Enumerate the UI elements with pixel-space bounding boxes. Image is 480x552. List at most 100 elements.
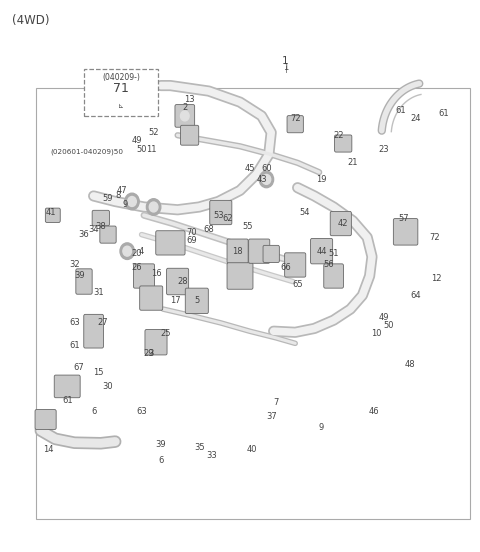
Text: 33: 33 xyxy=(206,451,216,460)
Text: 64: 64 xyxy=(410,291,420,300)
Text: 30: 30 xyxy=(103,382,113,391)
Text: 36: 36 xyxy=(79,230,89,239)
Text: 28: 28 xyxy=(177,277,188,286)
Text: 18: 18 xyxy=(232,247,243,256)
FancyBboxPatch shape xyxy=(84,315,104,348)
Text: 65: 65 xyxy=(292,280,303,289)
FancyBboxPatch shape xyxy=(175,104,195,127)
Text: 20: 20 xyxy=(132,250,142,258)
Text: 7: 7 xyxy=(273,399,279,407)
Text: 9: 9 xyxy=(122,200,127,209)
FancyBboxPatch shape xyxy=(145,330,167,355)
Text: 6: 6 xyxy=(91,407,96,416)
FancyBboxPatch shape xyxy=(76,269,92,294)
Text: 15: 15 xyxy=(93,368,104,377)
Text: 47: 47 xyxy=(117,186,128,195)
Text: 21: 21 xyxy=(348,158,358,167)
Text: 35: 35 xyxy=(194,443,204,452)
Text: 50: 50 xyxy=(384,321,394,330)
Text: 24: 24 xyxy=(410,114,420,123)
Text: 61: 61 xyxy=(439,109,449,118)
Text: 59: 59 xyxy=(103,194,113,203)
Text: 63: 63 xyxy=(136,407,147,416)
Text: 71: 71 xyxy=(113,82,129,95)
Text: 68: 68 xyxy=(204,225,214,233)
Text: 37: 37 xyxy=(266,412,276,421)
Circle shape xyxy=(128,197,136,206)
Text: 44: 44 xyxy=(316,247,327,256)
Text: (040209-): (040209-) xyxy=(102,73,140,82)
Text: 49: 49 xyxy=(379,313,389,322)
FancyBboxPatch shape xyxy=(92,210,109,226)
Text: 1: 1 xyxy=(282,56,289,66)
Text: 45: 45 xyxy=(244,164,255,173)
FancyBboxPatch shape xyxy=(394,219,418,245)
Text: 54: 54 xyxy=(300,208,310,217)
Circle shape xyxy=(146,199,161,215)
FancyBboxPatch shape xyxy=(311,238,333,264)
Circle shape xyxy=(180,111,189,121)
Text: 52: 52 xyxy=(148,128,159,137)
Text: 69: 69 xyxy=(187,236,197,245)
Text: 51: 51 xyxy=(328,250,339,258)
Text: 32: 32 xyxy=(69,261,80,269)
Text: 66: 66 xyxy=(280,263,291,272)
Bar xyxy=(36,88,470,519)
Text: 57: 57 xyxy=(398,214,408,222)
Text: 13: 13 xyxy=(184,95,195,104)
Circle shape xyxy=(178,108,192,124)
Text: 19: 19 xyxy=(316,175,327,184)
FancyBboxPatch shape xyxy=(54,375,80,397)
FancyBboxPatch shape xyxy=(35,410,56,429)
Text: 61: 61 xyxy=(396,106,406,115)
Text: 3: 3 xyxy=(148,349,154,358)
Text: 14: 14 xyxy=(43,445,53,454)
Circle shape xyxy=(149,202,158,212)
FancyBboxPatch shape xyxy=(45,208,60,222)
FancyBboxPatch shape xyxy=(100,226,116,243)
Text: ⊾: ⊾ xyxy=(118,103,124,109)
FancyBboxPatch shape xyxy=(140,286,163,310)
Circle shape xyxy=(120,243,134,259)
FancyBboxPatch shape xyxy=(324,264,344,288)
FancyBboxPatch shape xyxy=(249,239,270,263)
FancyBboxPatch shape xyxy=(156,231,185,255)
FancyBboxPatch shape xyxy=(167,268,189,295)
FancyBboxPatch shape xyxy=(227,239,248,263)
FancyBboxPatch shape xyxy=(84,69,158,116)
Text: (020601-040209)50: (020601-040209)50 xyxy=(50,148,123,155)
Circle shape xyxy=(123,246,132,256)
FancyBboxPatch shape xyxy=(330,211,351,236)
Circle shape xyxy=(125,193,139,210)
Text: 8: 8 xyxy=(115,192,120,200)
FancyBboxPatch shape xyxy=(227,263,253,289)
Text: 12: 12 xyxy=(432,274,442,283)
Text: 17: 17 xyxy=(170,296,180,305)
Text: 72: 72 xyxy=(290,114,300,123)
Text: 72: 72 xyxy=(429,233,440,242)
FancyBboxPatch shape xyxy=(287,115,303,132)
Text: 5: 5 xyxy=(194,296,199,305)
Text: 42: 42 xyxy=(338,219,348,228)
FancyBboxPatch shape xyxy=(263,245,279,262)
Text: 11: 11 xyxy=(146,145,156,153)
Text: 41: 41 xyxy=(45,208,56,217)
Text: 34: 34 xyxy=(88,225,99,233)
Text: 53: 53 xyxy=(213,211,224,220)
Text: 56: 56 xyxy=(324,261,334,269)
FancyBboxPatch shape xyxy=(185,288,208,314)
Circle shape xyxy=(259,171,274,188)
Text: 10: 10 xyxy=(372,330,382,338)
FancyBboxPatch shape xyxy=(335,135,352,152)
FancyBboxPatch shape xyxy=(285,253,306,277)
Circle shape xyxy=(262,174,271,184)
Text: 70: 70 xyxy=(187,229,197,237)
Text: 29: 29 xyxy=(144,349,154,358)
Text: 26: 26 xyxy=(132,263,142,272)
Text: 62: 62 xyxy=(223,214,233,222)
Text: 22: 22 xyxy=(333,131,344,140)
Text: 4: 4 xyxy=(139,247,144,256)
Text: 43: 43 xyxy=(256,175,267,184)
Text: 25: 25 xyxy=(160,330,171,338)
Text: 63: 63 xyxy=(69,319,80,327)
